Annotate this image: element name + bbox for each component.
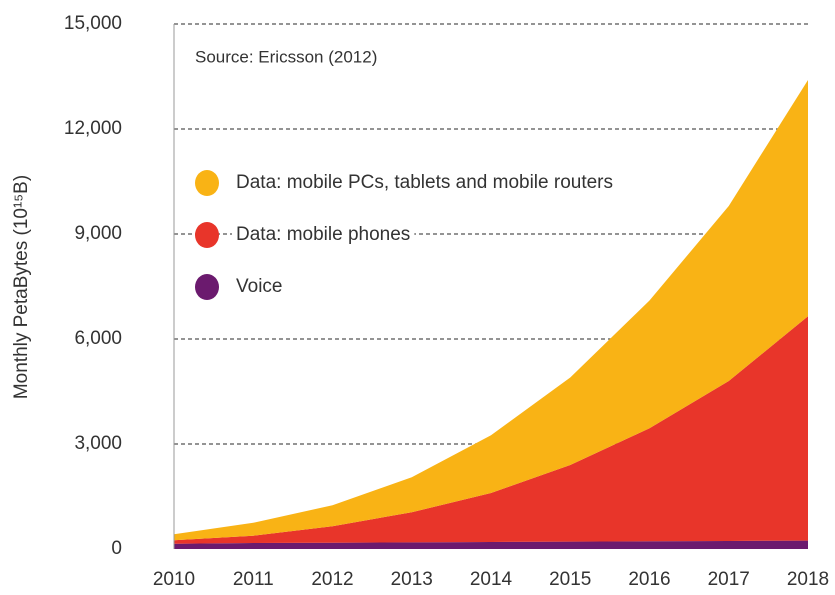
legend-marker bbox=[195, 170, 219, 196]
legend-bg bbox=[232, 224, 415, 246]
area bbox=[174, 540, 808, 549]
x-tick-label: 2017 bbox=[708, 569, 750, 590]
x-tick-label: 2012 bbox=[311, 569, 353, 590]
legend-marker bbox=[195, 274, 219, 300]
legend-bg bbox=[232, 172, 618, 194]
legend-marker bbox=[195, 222, 219, 248]
y-tick-label: 15,000 bbox=[64, 13, 122, 34]
x-tick-label: 2011 bbox=[233, 569, 274, 590]
y-tick-label: 9,000 bbox=[74, 223, 122, 244]
y-tick-label: 6,000 bbox=[74, 328, 122, 349]
legend-label: Data: mobile PCs, tablets and mobile rou… bbox=[236, 172, 613, 193]
legend-label: Voice bbox=[236, 276, 282, 297]
legend-bg bbox=[232, 276, 287, 298]
x-tick-label: 2014 bbox=[470, 569, 513, 590]
annotation: Source: Ericsson (2012) bbox=[195, 47, 377, 66]
area bbox=[174, 80, 808, 541]
x-tick-label: 2018 bbox=[787, 569, 829, 590]
y-axis-label: Monthly PetaBytes (10¹⁵B) bbox=[11, 175, 32, 399]
legend-label: Data: mobile phones bbox=[236, 224, 410, 245]
x-tick-label: 2015 bbox=[549, 569, 591, 590]
y-tick-label: 0 bbox=[111, 538, 122, 559]
y-tick-label: 3,000 bbox=[74, 433, 122, 454]
x-tick-label: 2010 bbox=[153, 569, 195, 590]
x-tick-label: 2016 bbox=[628, 569, 670, 590]
area bbox=[174, 316, 808, 544]
y-tick-label: 12,000 bbox=[64, 118, 122, 139]
x-tick-label: 2013 bbox=[391, 569, 433, 590]
